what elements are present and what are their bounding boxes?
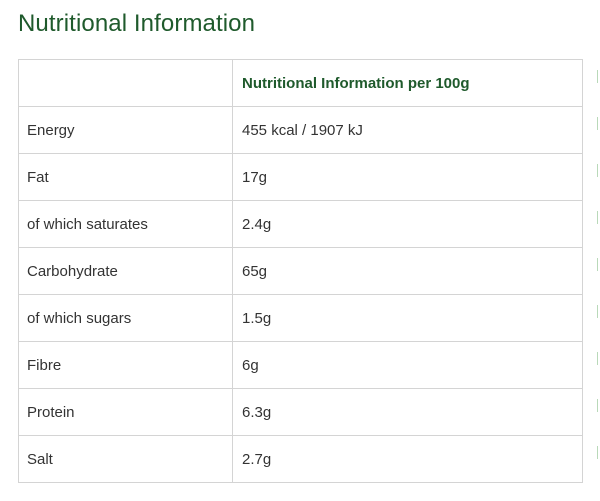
nutrient-value: 6.3g bbox=[232, 388, 583, 436]
nutrient-label: Energy bbox=[18, 106, 233, 154]
edge-divider-mark bbox=[597, 117, 598, 130]
table-row: of which sugars 1.5g bbox=[18, 294, 583, 342]
edge-divider-mark bbox=[597, 70, 598, 83]
edge-divider-mark bbox=[597, 164, 598, 177]
nutrient-label: Fat bbox=[18, 153, 233, 201]
page-title: Nutritional Information bbox=[18, 10, 256, 37]
edge-divider-mark bbox=[597, 399, 598, 412]
header-empty-cell bbox=[18, 59, 233, 107]
nutrient-value: 6g bbox=[232, 341, 583, 389]
nutrient-value: 17g bbox=[232, 153, 583, 201]
nutrient-label: of which saturates bbox=[18, 200, 233, 248]
header-per-100g: Nutritional Information per 100g bbox=[232, 59, 583, 107]
nutrient-value: 65g bbox=[232, 247, 583, 295]
nutrient-value: 2.7g bbox=[232, 435, 583, 483]
nutrient-value: 455 kcal / 1907 kJ bbox=[232, 106, 583, 154]
edge-divider-mark bbox=[597, 258, 598, 271]
table-row: Carbohydrate 65g bbox=[18, 247, 583, 295]
nutrient-label: Salt bbox=[18, 435, 233, 483]
nutrient-value: 1.5g bbox=[232, 294, 583, 342]
nutrient-label: Fibre bbox=[18, 341, 233, 389]
nutrient-value: 2.4g bbox=[232, 200, 583, 248]
table-header-row: Nutritional Information per 100g bbox=[18, 59, 583, 107]
table-row: Fibre 6g bbox=[18, 341, 583, 389]
edge-divider-mark bbox=[597, 211, 598, 224]
nutrient-label: Carbohydrate bbox=[18, 247, 233, 295]
table-row: Fat 17g bbox=[18, 153, 583, 201]
table-row: Salt 2.7g bbox=[18, 435, 583, 483]
nutrient-label: Protein bbox=[18, 388, 233, 436]
table-row: of which saturates 2.4g bbox=[18, 200, 583, 248]
edge-divider-mark bbox=[597, 352, 598, 365]
table-row: Energy 455 kcal / 1907 kJ bbox=[18, 106, 583, 154]
nutrient-label: of which sugars bbox=[18, 294, 233, 342]
edge-divider-mark bbox=[597, 446, 598, 459]
nutrition-table: Nutritional Information per 100g Energy … bbox=[18, 59, 583, 483]
table-row: Protein 6.3g bbox=[18, 388, 583, 436]
edge-divider-mark bbox=[597, 305, 598, 318]
